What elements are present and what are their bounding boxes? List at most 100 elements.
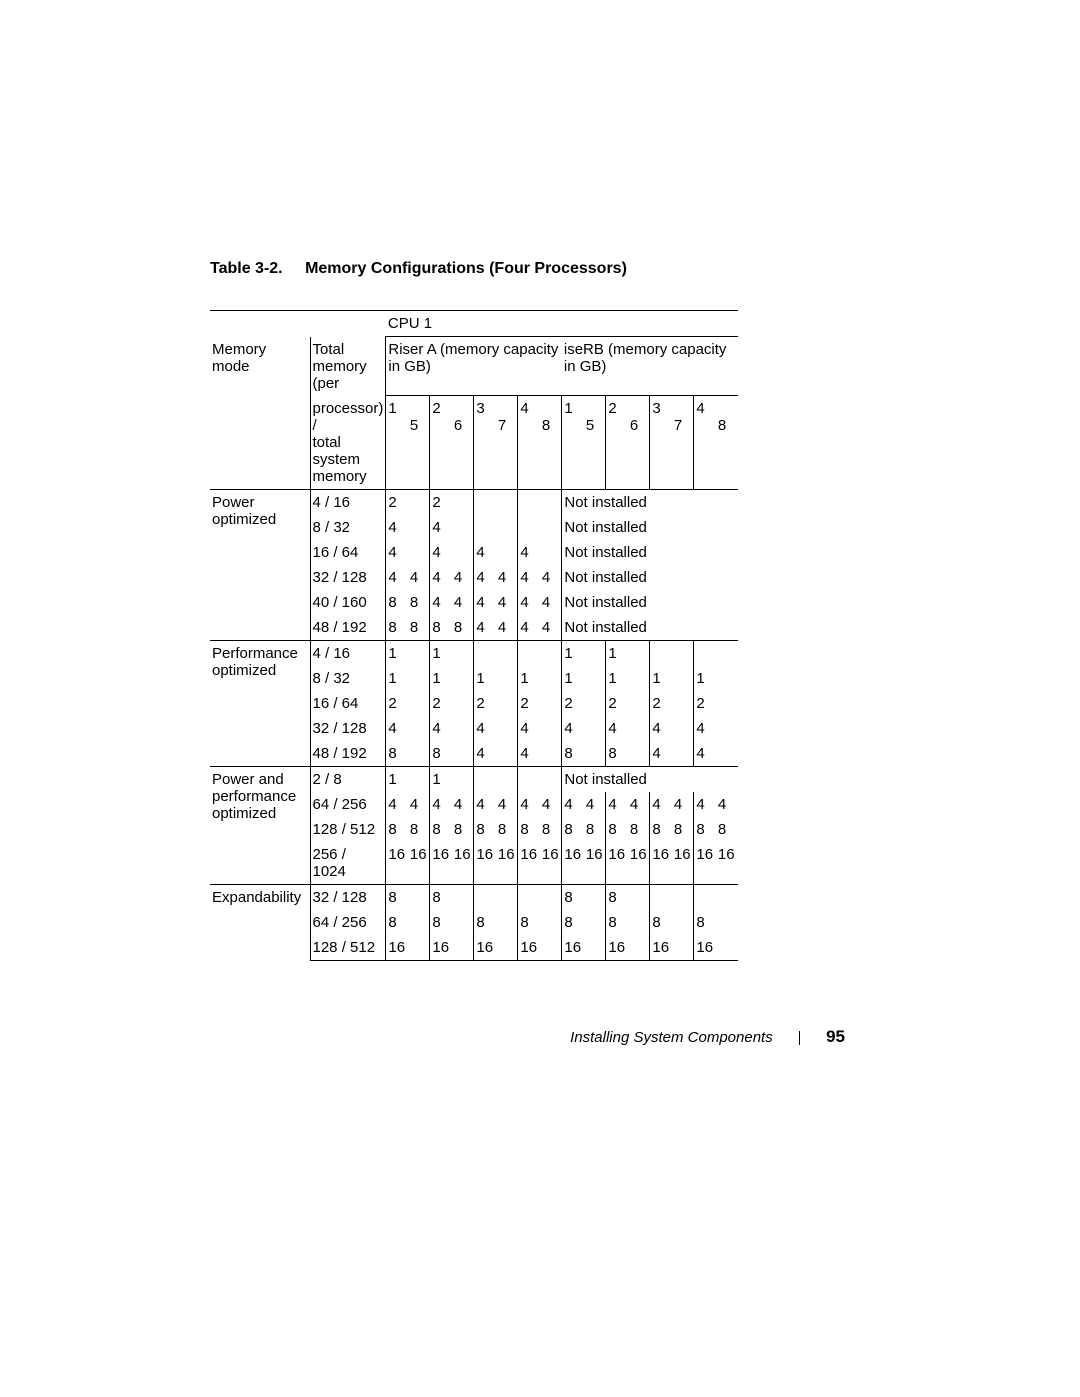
table-label: Table 3-2. — [210, 260, 283, 277]
slot-a3: 3 — [474, 396, 496, 490]
table-cell: 16 — [540, 842, 562, 885]
table-cell: 4 — [430, 590, 452, 615]
table-cell: 8 — [408, 590, 430, 615]
table-cell: 4 — [474, 716, 496, 741]
table-cell — [474, 515, 496, 540]
table-cell: 2 — [386, 691, 408, 716]
table-cell: 4 — [430, 565, 452, 590]
table-cell — [672, 910, 694, 935]
table-cell — [452, 910, 474, 935]
table-cell: 4 — [540, 565, 562, 590]
table-cell: 4 — [650, 741, 672, 767]
footer-section: Installing System Components — [570, 1029, 773, 1046]
table-cell: 16 — [386, 935, 408, 961]
table-cell: 4 — [606, 716, 628, 741]
slot-a6: 6 — [454, 417, 462, 434]
table-cell — [496, 540, 518, 565]
table-cell: 2 / 8 — [310, 766, 386, 792]
table-cell — [408, 691, 430, 716]
table-cell: 8 / 32 — [310, 515, 386, 540]
table-cell — [628, 935, 650, 961]
slot-b6: 6 — [630, 417, 638, 434]
table-cell: 4 — [496, 792, 518, 817]
table-cell — [716, 910, 738, 935]
table-cell — [672, 716, 694, 741]
table-cell: 8 — [672, 817, 694, 842]
table-cell: 4 — [518, 615, 540, 641]
table-cell: 16 — [694, 842, 716, 885]
table-cell: 4 — [430, 540, 452, 565]
table-cell: 16 — [474, 935, 496, 961]
table-cell: 16 — [518, 842, 540, 885]
slot-a2: 2 — [430, 396, 452, 490]
table-cell — [518, 766, 540, 792]
table-cell: 4 — [430, 716, 452, 741]
table-cell: 8 — [430, 615, 452, 641]
table-cell: 8 — [430, 817, 452, 842]
not-installed-cell: Not installed — [562, 590, 738, 615]
table-cell — [540, 515, 562, 540]
table-row: Power and performance optimized2 / 811No… — [210, 766, 738, 792]
table-cell: 4 — [518, 540, 540, 565]
table-cell: 8 — [606, 910, 628, 935]
table-cell: 16 — [650, 935, 672, 961]
table-cell: 4 — [386, 716, 408, 741]
table-cell: 16 / 64 — [310, 691, 386, 716]
table-cell: 16 — [672, 842, 694, 885]
table-cell — [628, 910, 650, 935]
table-cell: 1 — [650, 666, 672, 691]
table-cell — [540, 489, 562, 515]
table-cell — [408, 666, 430, 691]
table-cell — [452, 766, 474, 792]
table-cell — [716, 935, 738, 961]
table-cell — [540, 741, 562, 767]
table-cell — [496, 691, 518, 716]
table-row: Expandability32 / 1288888 — [210, 884, 738, 910]
table-cell: 4 / 16 — [310, 489, 386, 515]
table-cell: 4 — [540, 792, 562, 817]
table-cell: 8 — [606, 884, 628, 910]
table-cell: 8 — [694, 817, 716, 842]
table-cell: 2 — [694, 691, 716, 716]
table-cell: 16 — [518, 935, 540, 961]
table-cell — [452, 935, 474, 961]
table-cell: 4 — [628, 792, 650, 817]
table-cell: 16 — [694, 935, 716, 961]
table-cell: 8 — [518, 910, 540, 935]
table-cell: 2 — [562, 691, 584, 716]
table-cell: 8 — [562, 741, 584, 767]
slot-a7: 7 — [498, 417, 506, 434]
table-cell — [408, 489, 430, 515]
table-cell: 16 — [496, 842, 518, 885]
table-cell: 4 — [694, 741, 716, 767]
not-installed-cell: Not installed — [562, 540, 738, 565]
table-cell: 8 — [562, 910, 584, 935]
table-cell — [496, 716, 518, 741]
table-cell: 4 — [694, 792, 716, 817]
table-cell — [628, 741, 650, 767]
table-cell — [694, 640, 716, 666]
table-cell: 1 — [606, 640, 628, 666]
table-cell — [694, 884, 716, 910]
table-cell: 16 — [584, 842, 606, 885]
table-cell: 4 — [562, 716, 584, 741]
table-cell — [628, 716, 650, 741]
cpu-header-row: CPU 1 — [210, 311, 738, 337]
table-cell: 4 — [672, 792, 694, 817]
table-cell: 4 — [496, 565, 518, 590]
slot-b2: 2 — [606, 396, 628, 490]
table-cell: 40 / 160 — [310, 590, 386, 615]
table-cell: 2 — [474, 691, 496, 716]
footer-divider — [799, 1031, 800, 1045]
table-cell — [452, 515, 474, 540]
not-installed-cell: Not installed — [562, 565, 738, 590]
table-cell — [540, 884, 562, 910]
table-cell: 4 — [474, 615, 496, 641]
table-cell — [584, 716, 606, 741]
table-cell: 8 — [474, 817, 496, 842]
table-cell — [408, 766, 430, 792]
table-cell — [672, 884, 694, 910]
table-cell: 2 — [650, 691, 672, 716]
table-cell — [584, 935, 606, 961]
not-installed-cell: Not installed — [562, 615, 738, 641]
